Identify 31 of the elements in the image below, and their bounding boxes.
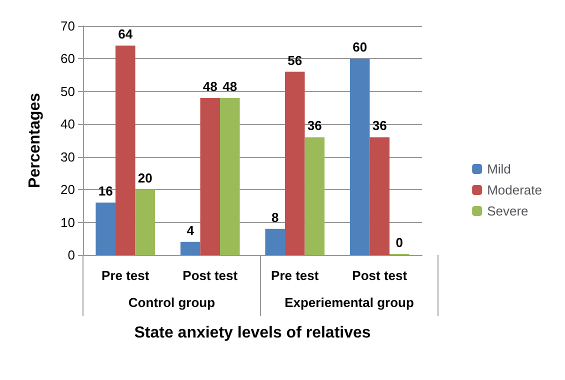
data-label: 48	[202, 78, 218, 94]
text: Control group	[128, 295, 216, 310]
x-tick-label: Pre test	[271, 268, 320, 283]
data-label: 4	[186, 222, 195, 238]
y-tick-label: 50	[60, 84, 75, 99]
data-label: 20	[138, 170, 152, 186]
text: Experiemental group	[284, 295, 414, 310]
data-label: 64	[118, 26, 134, 42]
y-tick-label: 30	[60, 149, 75, 164]
legend-label: Mild	[487, 162, 511, 176]
data-label: 48	[222, 78, 238, 94]
data-label: 60	[352, 40, 368, 55]
data-label: 36	[372, 118, 387, 134]
x-tick-label: Pre test	[102, 268, 150, 283]
y-tick-label: 40	[60, 116, 75, 132]
y-tick-label: 70	[60, 18, 75, 34]
y-tick-label: 10	[60, 214, 75, 230]
y-tick-label: 20	[60, 182, 75, 198]
x-tick-label: Post test	[182, 268, 238, 283]
legend-label: Severe	[487, 204, 528, 218]
data-label: 36	[307, 118, 322, 134]
y-tick-label: 0	[68, 248, 75, 262]
y-axis-title: Percentages	[26, 92, 44, 188]
legend-label: Moderate	[487, 182, 542, 198]
data-label: 56	[288, 52, 302, 68]
data-label: 0	[396, 235, 404, 250]
data-label: 8	[271, 210, 279, 225]
data-label: 16	[98, 184, 113, 199]
x-axis-title: State anxiety levels of relatives	[134, 324, 371, 342]
x-tick-label: Post test	[352, 268, 408, 283]
y-tick-label: 60	[60, 51, 75, 66]
